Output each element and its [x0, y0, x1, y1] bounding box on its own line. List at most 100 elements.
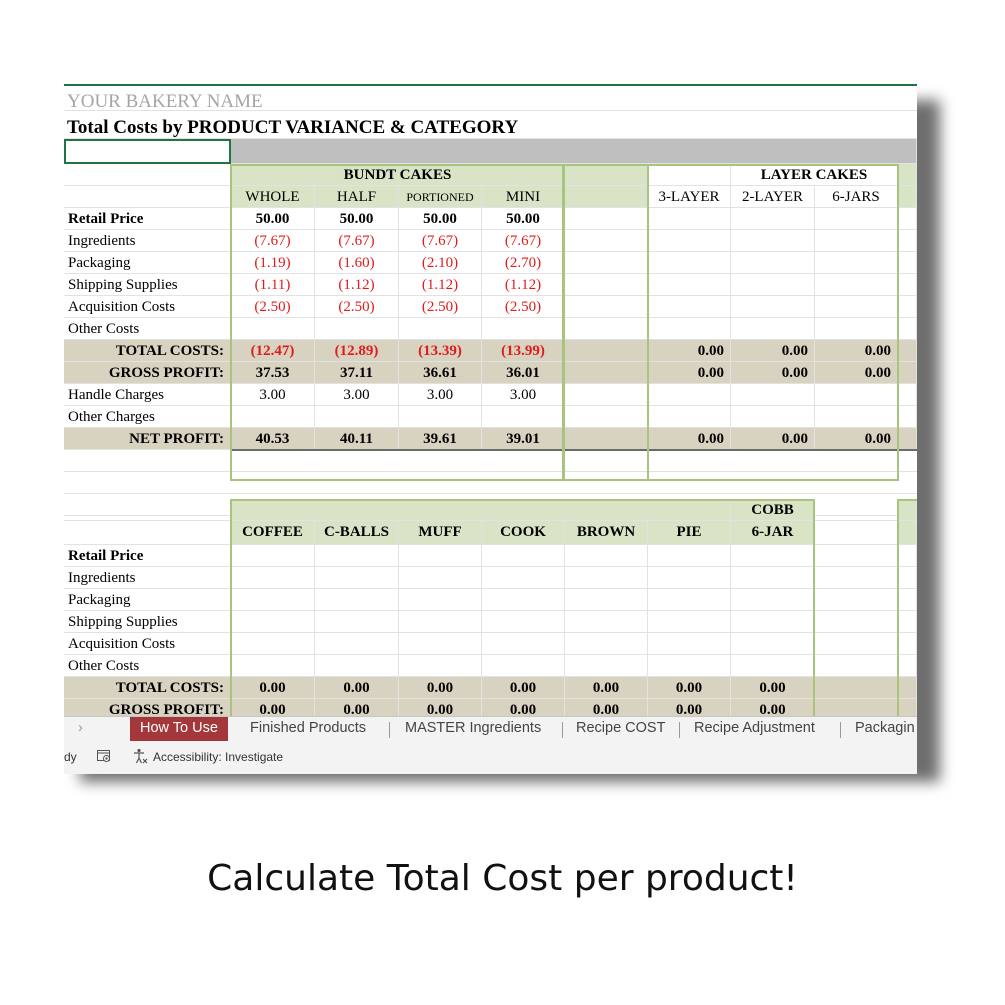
value-cell[interactable]: 50.00	[231, 208, 315, 230]
value-cell[interactable]	[482, 655, 565, 677]
value-cell[interactable]	[815, 677, 898, 699]
value-cell[interactable]	[399, 318, 482, 340]
value-cell[interactable]	[648, 655, 731, 677]
tab-finished-products[interactable]: Finished Products	[250, 720, 367, 736]
value-cell[interactable]	[815, 545, 898, 567]
value-cell[interactable]	[898, 230, 917, 252]
macro-record-icon[interactable]	[96, 748, 112, 767]
value-cell[interactable]	[648, 406, 731, 428]
value-cell[interactable]: 3.00	[315, 384, 399, 406]
value-cell[interactable]	[565, 633, 648, 655]
value-cell[interactable]	[565, 318, 648, 340]
selected-cell[interactable]	[64, 139, 231, 164]
accessibility-status[interactable]: Accessibility: Investigate	[153, 750, 284, 764]
value-cell[interactable]	[315, 611, 399, 633]
column-header[interactable]: 3-LAYER	[648, 186, 731, 208]
value-cell[interactable]	[898, 611, 917, 633]
value-cell[interactable]	[565, 208, 648, 230]
value-cell[interactable]	[898, 340, 917, 362]
value-cell[interactable]	[898, 677, 917, 699]
value-cell[interactable]: (2.70)	[482, 252, 565, 274]
value-cell[interactable]	[565, 252, 648, 274]
value-cell[interactable]	[231, 611, 315, 633]
value-cell[interactable]	[648, 633, 731, 655]
value-cell[interactable]: 36.01	[482, 362, 565, 384]
value-cell[interactable]	[731, 274, 815, 296]
value-cell[interactable]	[648, 545, 731, 567]
column-header[interactable]: 6-JAR	[731, 521, 815, 545]
value-cell[interactable]	[815, 230, 898, 252]
value-cell[interactable]: 0.00	[648, 677, 731, 699]
column-header[interactable]: 2-LAYER	[731, 186, 815, 208]
value-cell[interactable]: 0.00	[565, 677, 648, 699]
value-cell[interactable]	[648, 589, 731, 611]
value-cell[interactable]	[315, 406, 399, 428]
value-cell[interactable]	[565, 428, 648, 450]
value-cell[interactable]	[815, 655, 898, 677]
value-cell[interactable]	[898, 296, 917, 318]
value-cell[interactable]: 3.00	[482, 384, 565, 406]
empty-cell[interactable]	[64, 450, 917, 472]
value-cell[interactable]	[815, 384, 898, 406]
value-cell[interactable]: 0.00	[731, 362, 815, 384]
value-cell[interactable]	[565, 384, 648, 406]
value-cell[interactable]	[565, 230, 648, 252]
value-cell[interactable]	[565, 362, 648, 384]
value-cell[interactable]	[898, 318, 917, 340]
value-cell[interactable]	[399, 611, 482, 633]
value-cell[interactable]	[731, 318, 815, 340]
column-header[interactable]	[898, 186, 917, 208]
value-cell[interactable]	[731, 384, 815, 406]
value-cell[interactable]	[731, 655, 815, 677]
value-cell[interactable]: 0.00	[648, 340, 731, 362]
value-cell[interactable]: (7.67)	[315, 230, 399, 252]
value-cell[interactable]	[898, 428, 917, 450]
row-label[interactable]: GROSS PROFIT:	[64, 362, 231, 384]
value-cell[interactable]	[231, 589, 315, 611]
header-band-cell[interactable]	[231, 139, 917, 164]
value-cell[interactable]: (1.19)	[231, 252, 315, 274]
value-cell[interactable]	[648, 252, 731, 274]
value-cell[interactable]	[898, 274, 917, 296]
empty-cell[interactable]	[64, 164, 231, 186]
value-cell[interactable]	[648, 274, 731, 296]
value-cell[interactable]: (2.50)	[482, 296, 565, 318]
row-label[interactable]: Handle Charges	[64, 384, 231, 406]
value-cell[interactable]: 0.00	[482, 677, 565, 699]
value-cell[interactable]: (1.12)	[399, 274, 482, 296]
column-header[interactable]: 6-JARS	[815, 186, 898, 208]
value-cell[interactable]	[898, 252, 917, 274]
row-label[interactable]: Packaging	[64, 252, 231, 274]
value-cell[interactable]: 0.00	[399, 677, 482, 699]
value-cell[interactable]	[898, 567, 917, 589]
empty-cell[interactable]	[565, 164, 648, 186]
value-cell[interactable]	[399, 406, 482, 428]
value-cell[interactable]: 40.53	[231, 428, 315, 450]
value-cell[interactable]	[731, 589, 815, 611]
value-cell[interactable]	[482, 545, 565, 567]
value-cell[interactable]	[231, 318, 315, 340]
value-cell[interactable]	[565, 545, 648, 567]
value-cell[interactable]	[815, 406, 898, 428]
tab-scroll-arrow[interactable]: ›	[78, 720, 83, 736]
value-cell[interactable]	[648, 230, 731, 252]
column-header[interactable]: WHOLE	[231, 186, 315, 208]
empty-cell[interactable]	[898, 164, 917, 186]
value-cell[interactable]	[815, 633, 898, 655]
row-label[interactable]: Shipping Supplies	[64, 611, 231, 633]
value-cell[interactable]	[565, 655, 648, 677]
value-cell[interactable]	[231, 655, 315, 677]
tab-master-ingredients[interactable]: MASTER Ingredients	[405, 720, 542, 736]
value-cell[interactable]	[731, 611, 815, 633]
value-cell[interactable]	[399, 589, 482, 611]
value-cell[interactable]	[482, 633, 565, 655]
value-cell[interactable]	[898, 384, 917, 406]
value-cell[interactable]	[898, 589, 917, 611]
value-cell[interactable]	[231, 633, 315, 655]
value-cell[interactable]: (13.99)	[482, 340, 565, 362]
value-cell[interactable]	[898, 633, 917, 655]
value-cell[interactable]: (1.11)	[231, 274, 315, 296]
value-cell[interactable]: 0.00	[315, 677, 399, 699]
row-label[interactable]: Ingredients	[64, 567, 231, 589]
empty-cell[interactable]	[64, 186, 231, 208]
